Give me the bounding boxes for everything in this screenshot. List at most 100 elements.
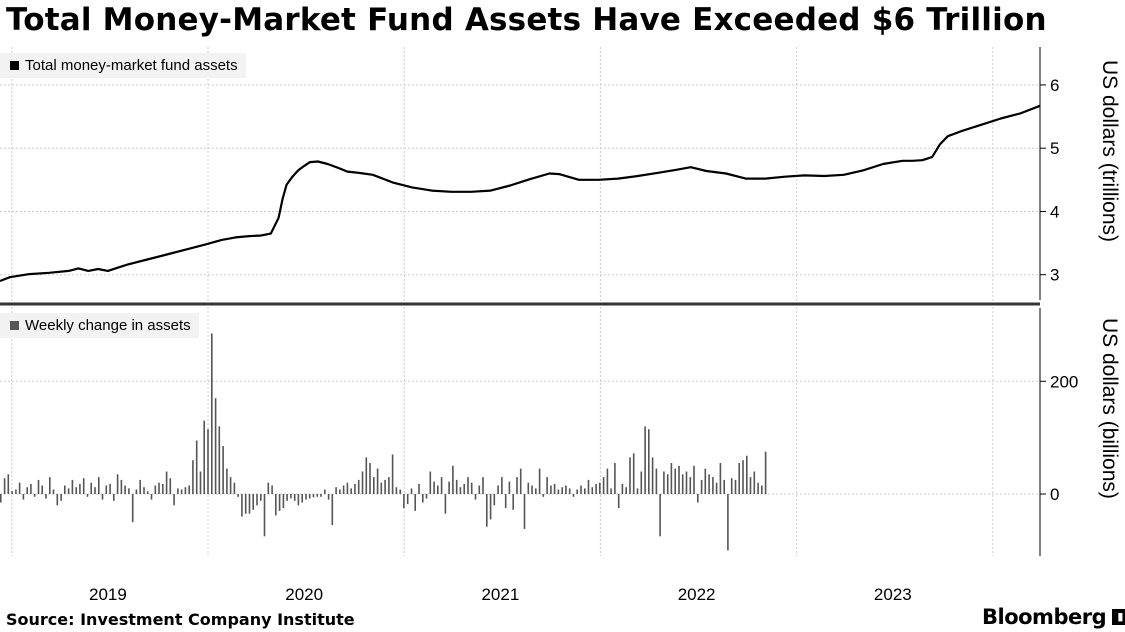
bar-weekly-change: [41, 485, 43, 494]
bar-weekly-change: [437, 485, 439, 494]
bar-weekly-change: [286, 494, 288, 501]
bar-weekly-change: [519, 468, 522, 494]
bar-weekly-change: [241, 494, 243, 517]
bar-weekly-change: [301, 494, 303, 503]
bar-weekly-change: [376, 468, 379, 494]
bar-weekly-change: [568, 488, 571, 494]
bar-weekly-change: [674, 468, 676, 494]
bar-weekly-change: [116, 474, 119, 494]
bar-weekly-change: [169, 478, 172, 494]
bar-weekly-change: [504, 494, 507, 509]
bar-weekly-change: [98, 477, 100, 494]
bar-weekly-change: [595, 483, 597, 494]
bar-weekly-change: [531, 485, 533, 494]
bar-weekly-change: [320, 494, 322, 497]
bar-weekly-change: [395, 487, 398, 494]
bar-weekly-change: [738, 463, 740, 494]
bar-weekly-change: [158, 482, 160, 494]
bar-weekly-change: [580, 485, 582, 494]
bar-weekly-change: [610, 488, 612, 494]
bar-weekly-change: [128, 488, 130, 494]
bar-weekly-change: [659, 494, 661, 537]
bar-weekly-change: [308, 494, 311, 499]
bar-weekly-change: [553, 483, 556, 494]
bar-weekly-change: [252, 494, 254, 510]
bar-weekly-change: [305, 494, 307, 500]
x-tick-label: 2020: [285, 585, 323, 604]
bar-weekly-change: [617, 494, 620, 509]
bar-weekly-change: [565, 485, 567, 494]
bar-weekly-change: [49, 477, 51, 494]
bar-weekly-change: [700, 479, 703, 494]
bar-weekly-change: [346, 482, 349, 494]
bar-weekly-change: [67, 488, 70, 494]
bar-weekly-change: [113, 494, 115, 501]
bar-weekly-change: [459, 487, 462, 494]
bar-weekly-change: [429, 471, 432, 494]
bar-weekly-change: [557, 489, 560, 494]
bar-weekly-change: [260, 494, 262, 501]
y-axis-label-top: US dollars (trillions): [1098, 60, 1121, 243]
bar-weekly-change: [105, 485, 108, 494]
bar-weekly-change: [82, 478, 85, 494]
bar-weekly-change: [369, 463, 371, 494]
bar-weekly-change: [697, 494, 699, 503]
bar-weekly-change: [636, 488, 639, 494]
bar-weekly-change: [373, 477, 375, 494]
bar-weekly-change: [233, 482, 236, 494]
bar-weekly-change: [730, 478, 733, 494]
bar-weekly-change: [723, 479, 725, 494]
bar-weekly-change: [632, 453, 635, 494]
bar-weekly-change: [290, 494, 292, 499]
bar-weekly-change: [602, 477, 605, 494]
legend-bar-swatch: [10, 321, 19, 330]
bar-weekly-change: [146, 491, 149, 494]
bar-weekly-change: [177, 488, 179, 494]
bar-weekly-change: [244, 494, 247, 514]
legend-line-swatch: [10, 61, 19, 70]
bar-weekly-change: [263, 494, 266, 537]
legend-line-label: Total money-market fund assets: [25, 57, 238, 74]
bar-weekly-change: [516, 477, 518, 494]
bar-weekly-change: [192, 460, 194, 494]
bar-weekly-change: [18, 482, 21, 494]
bar-weekly-change: [211, 333, 213, 494]
bar-weekly-change: [278, 494, 281, 511]
bar-weekly-change: [572, 494, 575, 497]
source-note: Source: Investment Company Institute: [6, 610, 355, 629]
bar-weekly-change: [715, 482, 718, 494]
bar-weekly-change: [670, 463, 673, 494]
x-tick-label: 2023: [874, 585, 912, 604]
bar-weekly-change: [584, 488, 586, 494]
bar-weekly-change: [614, 463, 616, 494]
bar-weekly-change: [467, 477, 469, 494]
bar-weekly-change: [324, 489, 326, 494]
bar-weekly-change: [727, 494, 729, 551]
bar-weekly-change: [546, 477, 548, 494]
bar-weekly-change: [365, 457, 368, 494]
bar-weekly-change: [162, 483, 164, 494]
bar-weekly-change: [199, 471, 202, 494]
bar-weekly-change: [708, 474, 710, 494]
bar-weekly-change: [433, 481, 435, 494]
bar-weekly-change: [165, 471, 168, 494]
bar-weekly-change: [621, 483, 624, 494]
chart-title: Total Money-Market Fund Assets Have Exce…: [6, 2, 1047, 38]
bar-weekly-change: [384, 479, 386, 494]
bar-weekly-change: [606, 468, 609, 494]
bar-weekly-change: [229, 477, 232, 494]
bar-weekly-change: [248, 494, 251, 514]
bar-weekly-change: [666, 474, 669, 494]
y-tick-label-top: 4: [1050, 202, 1059, 221]
bar-weekly-change: [297, 494, 300, 506]
bar-weekly-change: [761, 485, 763, 494]
bar-weekly-change: [444, 494, 447, 514]
bar-weekly-change: [94, 487, 96, 494]
bar-weekly-change: [493, 494, 496, 506]
bar-weekly-change: [527, 482, 530, 494]
bar-weekly-change: [64, 485, 66, 494]
bar-weekly-change: [361, 471, 364, 494]
bar-weekly-change: [599, 482, 601, 494]
bar-weekly-change: [757, 482, 759, 494]
bar-weekly-change: [124, 485, 126, 494]
